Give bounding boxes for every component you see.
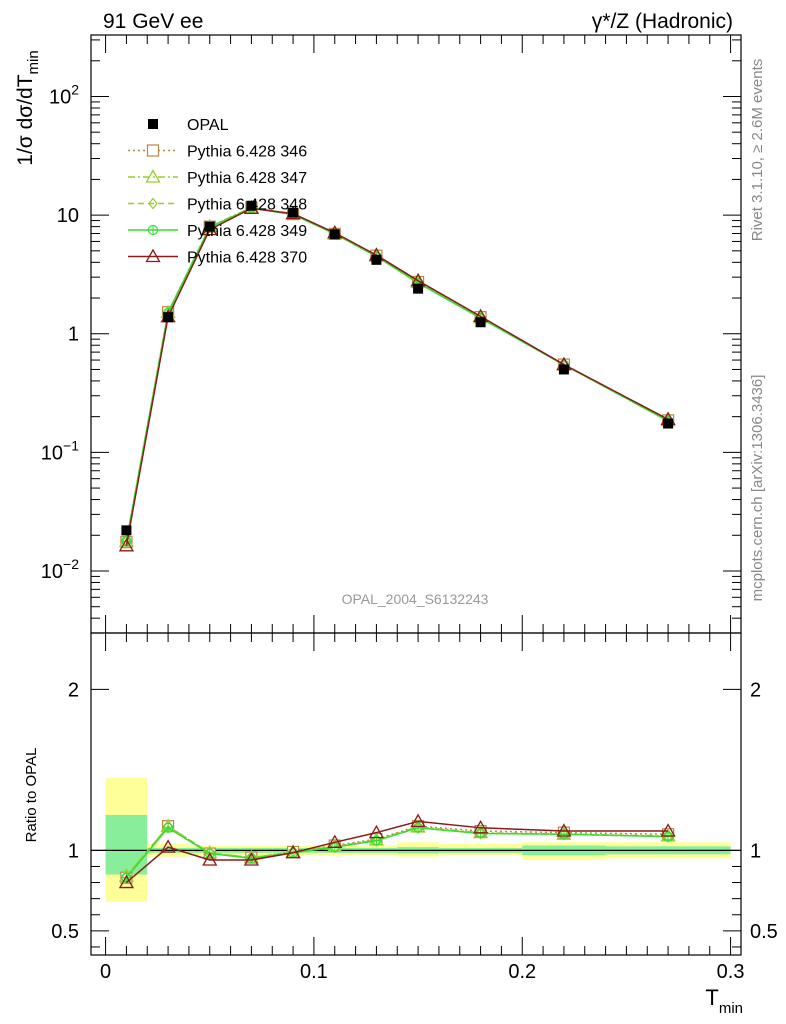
- opal-data-point: [413, 283, 424, 294]
- opal-data-point: [204, 221, 215, 232]
- legend-label-opal: OPAL: [187, 117, 229, 134]
- x-tick-label: 0: [100, 961, 111, 983]
- tick-exponent: 2: [71, 82, 79, 98]
- main-y-axis-label: 1/σ dσ/dTmin: [14, 50, 42, 165]
- ratio-y-tick-label: 0.5: [51, 921, 79, 943]
- ratio-series-point: [202, 852, 218, 866]
- ratio-series-point: [160, 839, 176, 853]
- ratio-series-point: [412, 822, 424, 833]
- legend-label: Pythia 6.428 349: [187, 223, 307, 240]
- ratio-series-line: [125, 820, 669, 884]
- series-point: [118, 537, 135, 552]
- opal-data-point: [663, 418, 674, 429]
- header-right-label: γ*/Z (Hadronic): [592, 10, 733, 33]
- legend-marker: [147, 224, 159, 236]
- ratio-series-5-group: [118, 813, 676, 889]
- x-axis-label-sub: min: [719, 1000, 743, 1017]
- opal-data-point: [475, 317, 486, 328]
- ratio-series-point: [410, 813, 426, 828]
- ratio-series-point: [327, 834, 343, 848]
- ratio-series-point: [371, 835, 382, 846]
- ratio-series-point: [368, 824, 385, 839]
- main-y-tick-label: 10−2: [41, 556, 79, 583]
- tick-exponent: −1: [63, 437, 79, 453]
- ratio-series-point: [472, 819, 489, 834]
- rivet-version-label: Rivet 3.1.10, ≥ 2.6M events: [749, 59, 766, 242]
- x-tick-label: 0.1: [300, 961, 328, 983]
- stat-uncertainty-band: [105, 814, 148, 875]
- x-axis-label: Tmin: [705, 985, 743, 1017]
- ratio-series-point: [121, 872, 132, 883]
- legend-label: Pythia 6.428 370: [187, 250, 307, 267]
- x-axis-label-main: T: [705, 985, 718, 1010]
- ratio-panel-frame: [90, 632, 742, 956]
- ratio-series-point: [660, 823, 676, 837]
- legend-marker: [145, 169, 161, 183]
- ratio-series-point: [285, 844, 301, 859]
- legend-label: Pythia 6.428 347: [187, 170, 307, 187]
- opal-data-point: [163, 312, 174, 323]
- main-y-tick-label: 1: [68, 324, 79, 346]
- legend-marker: [148, 197, 158, 210]
- main-y-axis-ticks: [91, 39, 741, 634]
- ratio-y-tick-label: 2: [68, 679, 79, 701]
- tick-exponent: −2: [63, 556, 79, 572]
- opal-data-points: [121, 200, 674, 536]
- opal-data-point: [371, 254, 382, 265]
- legend-label: Pythia 6.428 346: [187, 144, 307, 161]
- ratio-y-axis-label: Ratio to OPAL: [23, 748, 40, 843]
- ratio-series-point: [243, 852, 260, 866]
- main-y-tick-label: 10: [57, 205, 79, 227]
- tick-base: 10: [49, 87, 71, 109]
- main-y-axis-label-sub: min: [25, 50, 42, 74]
- opal-data-point: [288, 207, 299, 218]
- ratio-series-point: [556, 823, 572, 837]
- ratio-uncertainty-bands: [105, 777, 731, 902]
- main-y-axis-label-main: 1/σ dσ/dT: [14, 74, 37, 165]
- ratio-y-tick-label-right: 1: [750, 840, 761, 862]
- ratio-y-tick-label: 1: [68, 840, 79, 862]
- legend-marker: [145, 248, 161, 263]
- opal-data-point: [558, 364, 569, 375]
- ratio-series-point: [118, 874, 135, 889]
- ratio-y-tick-label-right: 0.5: [750, 921, 778, 943]
- mcplots-label: mcplots.cern.ch [arXiv:1306.3436]: [749, 375, 766, 602]
- legend-label: Pythia 6.428 348: [187, 197, 307, 214]
- x-tick-label: 0.3: [717, 961, 745, 983]
- main-y-tick-label: 10−1: [41, 437, 79, 464]
- tick-base: 10: [41, 442, 63, 464]
- x-axis-ticks: [105, 35, 732, 955]
- analysis-id-label: OPAL_2004_S6132243: [342, 591, 489, 607]
- legend-marker-opal: [148, 119, 158, 129]
- ratio-series-point: [162, 822, 174, 833]
- x-tick-label: 0.2: [508, 961, 536, 983]
- ratio-y-tick-label-right: 2: [750, 679, 761, 701]
- opal-data-point: [329, 229, 340, 240]
- legend: OPAL Pythia 6.428 346 Pythia 6.428 347 Pyth…: [128, 117, 307, 267]
- tick-base: 10: [41, 561, 63, 583]
- ratio-y-axis-ticks: [91, 688, 741, 948]
- main-y-tick-label: 102: [49, 82, 79, 109]
- header-left-label: 91 GeV ee: [103, 10, 203, 33]
- opal-data-point: [246, 200, 257, 211]
- opal-data-point: [121, 525, 132, 536]
- legend-marker: [146, 144, 160, 157]
